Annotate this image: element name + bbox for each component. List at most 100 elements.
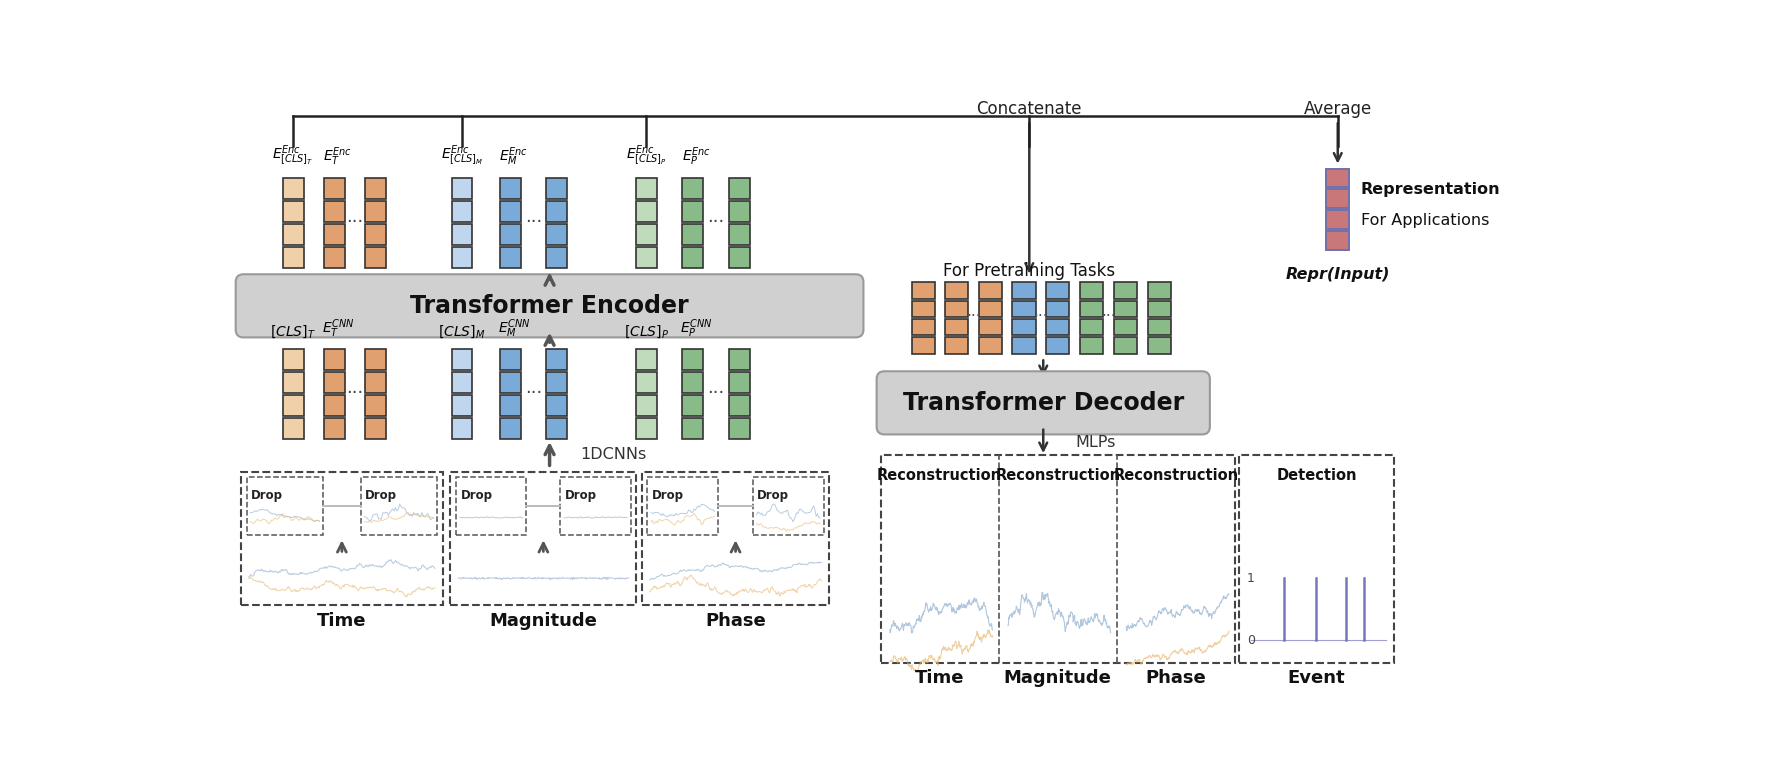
Bar [452,224,472,245]
Bar [365,418,385,439]
Text: $E^{Enc}_P$: $E^{Enc}_P$ [683,145,711,168]
Bar [365,178,385,199]
Bar [729,224,750,245]
Bar [365,349,385,370]
Bar [637,349,656,370]
Bar [979,337,1002,354]
Text: Time: Time [317,612,367,630]
Text: ···: ··· [707,213,725,231]
Text: $E^{Enc}_T$: $E^{Enc}_T$ [323,145,353,168]
Bar [729,349,750,370]
Bar [1238,456,1394,663]
Bar [683,418,704,439]
Text: Drop: Drop [651,489,683,502]
Text: ···: ··· [966,310,980,325]
Bar [546,349,567,370]
Bar [500,201,519,222]
Bar [752,477,823,535]
Text: Time: Time [915,670,965,688]
Bar [683,178,704,199]
Bar [729,247,750,268]
Text: Detection: Detection [1275,467,1356,482]
Bar [452,372,472,393]
Text: MLPs: MLPs [1074,434,1115,449]
Bar [452,201,472,222]
Bar [1080,337,1103,354]
Bar [365,224,385,245]
Bar [282,201,303,222]
Text: 1: 1 [1246,572,1254,585]
Bar [945,319,968,336]
Bar [282,224,303,245]
Text: Drop: Drop [461,489,493,502]
Bar [1113,319,1136,336]
Bar [683,247,704,268]
Bar [323,178,344,199]
Text: For Applications: For Applications [1360,213,1489,228]
Bar [683,372,704,393]
Text: Phase: Phase [1145,670,1206,688]
Text: $E^{Enc}_{[CLS]_M}$: $E^{Enc}_{[CLS]_M}$ [440,143,482,168]
Bar [323,395,344,416]
Bar [683,224,704,245]
Text: Average: Average [1303,100,1371,118]
Bar [729,178,750,199]
Bar [500,349,519,370]
Bar [546,201,567,222]
Text: ···: ··· [1101,310,1115,325]
Bar [282,418,303,439]
Bar [323,201,344,222]
Bar [911,300,934,317]
Bar [246,477,323,535]
Text: ···: ··· [346,384,363,402]
Text: Magnitude: Magnitude [1004,670,1112,688]
Bar [1326,210,1349,229]
Bar [879,456,1234,663]
Bar [979,319,1002,336]
Text: Reconstruction: Reconstruction [1113,467,1238,482]
Bar [1113,337,1136,354]
Bar [452,349,472,370]
Bar [637,178,656,199]
Bar [945,282,968,299]
Text: $E^{Enc}_{[CLS]_T}$: $E^{Enc}_{[CLS]_T}$ [273,143,314,168]
Bar [1147,282,1170,299]
Bar [500,395,519,416]
Bar [546,247,567,268]
Bar [452,395,472,416]
Bar [1147,300,1170,317]
Bar [683,395,704,416]
Bar [282,372,303,393]
Text: $[CLS]_P$: $[CLS]_P$ [624,324,668,340]
Bar [241,472,443,604]
Text: ···: ··· [707,384,725,402]
Bar [683,201,704,222]
Bar [637,395,656,416]
Bar [637,418,656,439]
Bar [282,247,303,268]
Bar [642,472,830,604]
Bar [1044,319,1067,336]
Text: Concatenate: Concatenate [975,100,1082,118]
Text: Drop: Drop [365,489,397,502]
Bar [500,372,519,393]
Text: $E^{Enc}_{[CLS]_P}$: $E^{Enc}_{[CLS]_P}$ [626,143,667,168]
Bar [365,395,385,416]
Bar [1012,337,1035,354]
Bar [546,178,567,199]
Bar [1080,282,1103,299]
Text: $E^{CNN}_P$: $E^{CNN}_P$ [681,318,713,340]
Text: Drop: Drop [252,489,284,502]
Bar [560,477,631,535]
Bar [456,477,527,535]
Bar [1080,319,1103,336]
Bar [452,178,472,199]
Bar [1012,300,1035,317]
Bar [729,372,750,393]
Bar [282,178,303,199]
Bar [546,224,567,245]
Bar [729,418,750,439]
Bar [323,372,344,393]
Bar [637,224,656,245]
Text: $[CLS]_T$: $[CLS]_T$ [269,324,316,340]
